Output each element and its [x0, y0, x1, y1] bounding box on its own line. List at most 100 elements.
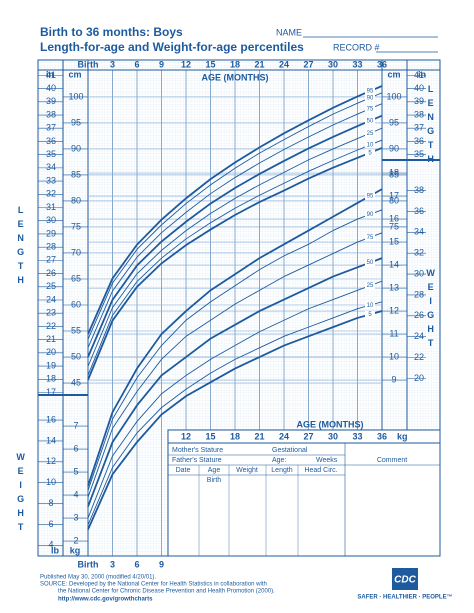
in-tick-label: 36 — [414, 136, 424, 146]
logo: CDC — [394, 575, 416, 586]
lb-tick-label: 8 — [48, 498, 53, 508]
form-label: Weeks — [316, 457, 338, 464]
lb-tick-label: 4 — [48, 540, 53, 550]
unit-label: in — [46, 69, 54, 79]
x-tick-label: 30 — [328, 59, 338, 69]
x-tick-label: 9 — [159, 59, 164, 69]
in-tick-label: 40 — [414, 83, 424, 93]
kg-tick-label: 3 — [73, 512, 78, 522]
cm-tick-label: 70 — [71, 247, 81, 257]
in-tick-label: 28 — [46, 242, 56, 252]
kg-tick-label: 15 — [389, 236, 399, 246]
kg-tick-label: 6 — [73, 443, 78, 453]
cm-tick-label: 50 — [71, 351, 81, 361]
x-tick-label: 36 — [377, 431, 387, 441]
x-tick-label: Birth — [78, 59, 99, 69]
in-tick-label: 25 — [46, 281, 56, 291]
lower-axis-band — [167, 429, 441, 444]
lb-tick-label: 28 — [414, 289, 424, 299]
unit-label: in — [418, 69, 426, 79]
kg-tick-label: 5 — [73, 466, 78, 476]
x-tick-label: 6 — [134, 559, 139, 569]
unit-label: kg — [70, 545, 81, 555]
lb-tick-label: 38 — [414, 185, 424, 195]
in-tick-label: 18 — [46, 374, 56, 384]
kg-tick-label: 16 — [389, 213, 399, 223]
kg-tick-label: 9 — [391, 374, 396, 384]
lb-tick-label: 16 — [46, 414, 56, 424]
percentile-label: 50 — [367, 118, 374, 124]
in-tick-label: 36 — [46, 136, 56, 146]
percentile-label: 95 — [367, 89, 374, 95]
in-tick-label: 38 — [414, 109, 424, 119]
lb-tick-label: 20 — [414, 373, 424, 383]
in-tick-label: 35 — [46, 149, 56, 159]
kg-tick-label: 14 — [389, 259, 399, 269]
in-tick-label: 41 — [46, 70, 56, 80]
x-tick-label: 12 — [181, 431, 191, 441]
legend-bg — [365, 310, 375, 318]
in-tick-label: 34 — [46, 162, 56, 172]
record-label: RECORD # — [333, 42, 380, 52]
x-tick-label: 12 — [181, 59, 191, 69]
legend-bg — [365, 301, 375, 309]
legend-bg — [365, 192, 375, 200]
percentile-label: 5 — [368, 150, 372, 156]
cm-tick-label: 75 — [389, 221, 399, 231]
percentile-curve — [87, 139, 383, 376]
lb-tick-label: 26 — [414, 310, 424, 320]
legend-bg — [365, 282, 375, 290]
cm-tick-label: 90 — [389, 143, 399, 153]
in-tick-label: 19 — [46, 360, 56, 370]
legend-bg — [365, 117, 375, 125]
x-tick-label: 21 — [254, 431, 264, 441]
legend-bg — [365, 94, 375, 102]
in-tick-label: 39 — [414, 96, 424, 106]
kg-tick-label: 2 — [73, 535, 78, 545]
x-tick-label: 18 — [230, 59, 240, 69]
in-tick-label: 29 — [46, 228, 56, 238]
cm-tick-label: 65 — [71, 273, 81, 283]
logo-box — [392, 568, 418, 590]
y2-axis-label: WEIGHT — [16, 452, 26, 536]
x-tick-label: 15 — [205, 431, 215, 441]
name-label: NAME — [276, 27, 302, 37]
x-tick-label: 6 — [134, 59, 139, 69]
form-column: Weight — [236, 467, 258, 474]
legend-bg — [365, 259, 375, 267]
x-tick-label: 24 — [279, 59, 289, 69]
percentile-label: 50 — [367, 260, 374, 266]
kg-tick-label: 17 — [389, 190, 399, 200]
percentile-curve — [87, 232, 383, 498]
form-column: Age — [208, 467, 221, 474]
percentile-curve — [87, 92, 383, 340]
in-tick-label: 39 — [46, 96, 56, 106]
cm-tick-label: 100 — [386, 91, 401, 101]
title: Birth to 36 months: Boys — [40, 25, 183, 39]
cm-tick-label: 60 — [71, 299, 81, 309]
legend-bg — [365, 129, 375, 137]
in-tick-label: 27 — [46, 255, 56, 265]
legend-bg — [365, 210, 375, 218]
x-tick-label: 15 — [205, 59, 215, 69]
legend-bg — [365, 141, 375, 149]
lb-tick-label: 12 — [46, 456, 56, 466]
percentile-curve — [87, 188, 383, 487]
percentile-curve — [87, 310, 383, 530]
logo-tagline: SAFER · HEALTHIER · PEOPLE™ — [357, 594, 452, 601]
in-tick-label: 24 — [46, 294, 56, 304]
percentile-label: 25 — [367, 131, 374, 137]
form-cell: Birth — [207, 477, 222, 484]
percentile-curve — [87, 114, 383, 358]
form-label: Mother's Stature — [172, 447, 223, 454]
percentile-label: 75 — [367, 106, 374, 112]
in-tick-label: 21 — [46, 334, 56, 344]
x-tick-label: 30 — [328, 431, 338, 441]
percentile-curve — [87, 147, 383, 381]
y-axis-label: LENGTH — [16, 205, 26, 289]
cm-tick-label: 55 — [71, 325, 81, 335]
x-tick-label: 3 — [110, 559, 115, 569]
unit-label: kg — [397, 431, 408, 441]
cm-tick-label: 85 — [71, 169, 81, 179]
